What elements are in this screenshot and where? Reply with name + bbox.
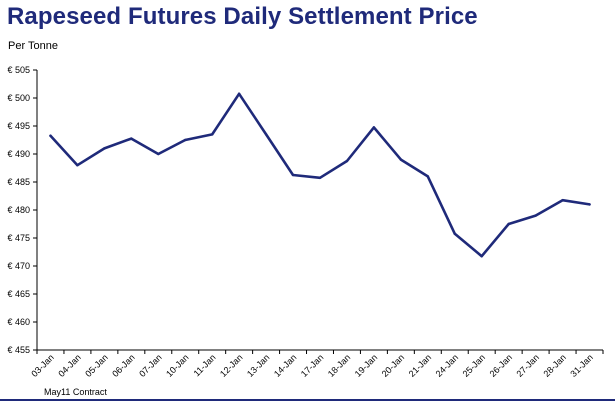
x-tick-label: 12-Jan: [218, 352, 245, 379]
x-tick-label: 21-Jan: [407, 352, 434, 379]
series-line: [49, 92, 591, 258]
x-tick-label: 18-Jan: [326, 352, 353, 379]
x-tick-label: 19-Jan: [353, 352, 380, 379]
x-tick-label: 28-Jan: [541, 352, 568, 379]
y-tick-label: € 480: [7, 205, 30, 215]
y-tick-label: € 475: [7, 233, 30, 243]
data-point: [507, 222, 510, 226]
units-label: Per Tonne: [8, 40, 58, 52]
series-polyline: [49, 92, 591, 258]
data-point: [264, 133, 268, 136]
data-point: [237, 92, 241, 96]
x-tick-label: 25-Jan: [461, 352, 488, 379]
data-point: [210, 133, 214, 136]
data-point: [561, 199, 564, 202]
y-tick-label: € 500: [7, 93, 30, 103]
x-tick-label: 27-Jan: [514, 352, 541, 379]
footer-divider: [0, 399, 615, 401]
x-tick-label: 11-Jan: [192, 352, 218, 378]
x-tick-label: 14-Jan: [272, 352, 299, 379]
data-point: [399, 158, 403, 161]
x-tick-label: 03-Jan: [29, 352, 56, 379]
data-point: [318, 176, 322, 179]
x-tick-label: 10-Jan: [164, 352, 191, 379]
data-point: [345, 159, 349, 163]
y-tick-label: € 505: [7, 65, 30, 75]
data-point: [130, 137, 133, 140]
chart-title: Rapeseed Futures Daily Settlement Price: [7, 3, 478, 30]
x-axis: 03-Jan 04-Jan 05-Jan 06-Jan 07-Jan 10-Jan 11-J…: [29, 349, 604, 379]
y-tick-label: € 470: [7, 261, 30, 271]
x-tick-label: 13-Jan: [245, 352, 272, 379]
data-point: [157, 152, 160, 156]
contract-label: May11 Contract: [44, 387, 107, 397]
data-point: [184, 138, 187, 142]
data-point: [534, 214, 537, 217]
x-tick-label: 04-Jan: [56, 352, 83, 379]
y-tick-label: € 465: [7, 289, 30, 299]
y-tick-label: € 490: [7, 149, 30, 159]
x-tick-label: 17-Jan: [299, 352, 326, 379]
x-tick-label: 31-Jan: [568, 352, 595, 379]
x-tick-label: 24-Jan: [434, 352, 461, 379]
x-tick-label: 20-Jan: [380, 352, 407, 379]
y-tick-label: € 495: [7, 121, 30, 131]
data-point: [76, 164, 79, 167]
data-point: [426, 175, 430, 178]
x-tick-label: 06-Jan: [110, 352, 137, 379]
x-tick-label: 07-Jan: [137, 352, 164, 379]
y-axis: € 455 € 460 € 465 € 470 € 475 € 480 € 485 € 490…: [7, 65, 38, 355]
data-point: [480, 255, 483, 258]
y-tick-label: € 455: [7, 345, 30, 355]
data-point: [453, 232, 456, 235]
data-point: [372, 126, 376, 129]
data-point: [291, 173, 295, 177]
data-point: [588, 203, 591, 206]
x-tick-label: 26-Jan: [488, 352, 515, 379]
data-point: [49, 134, 52, 137]
data-point: [103, 147, 106, 150]
y-tick-label: € 485: [7, 177, 30, 187]
y-tick-label: € 460: [7, 317, 30, 327]
x-tick-label: 05-Jan: [83, 352, 110, 379]
